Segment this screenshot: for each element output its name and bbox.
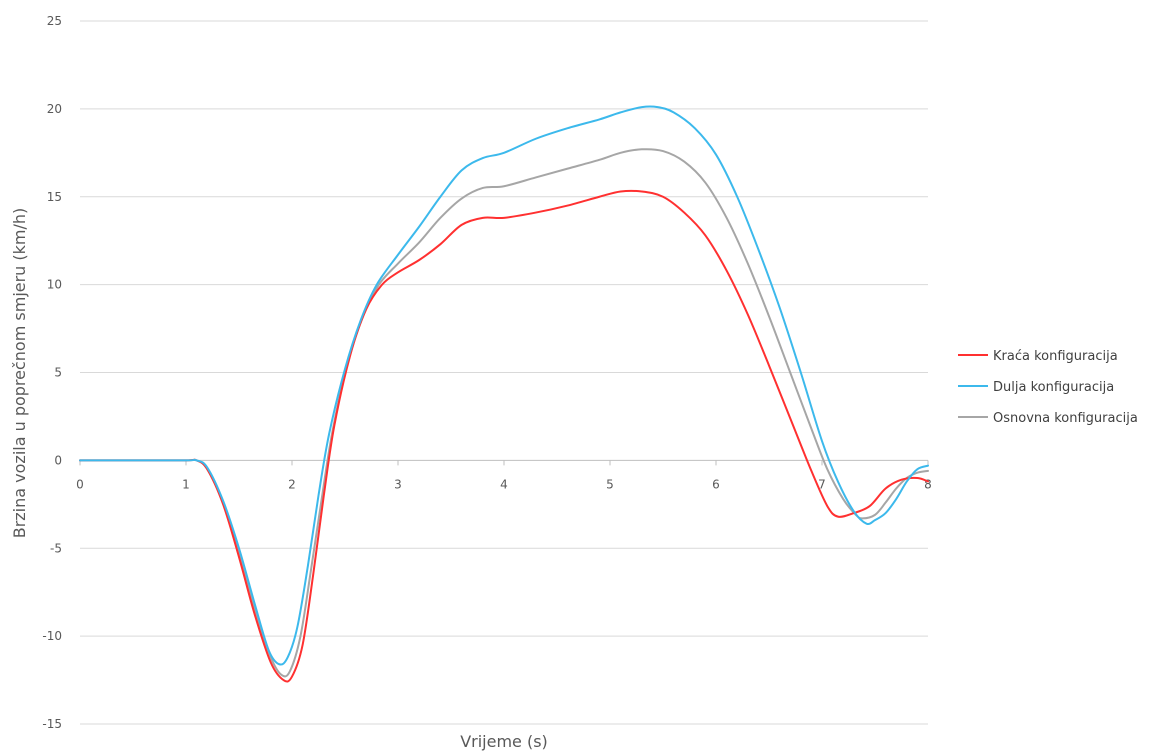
x-tick-label: 0 (76, 477, 84, 491)
series-line-2 (79, 105, 929, 666)
y-tick-label: 10 (47, 278, 62, 292)
legend: Kraća konfiguracija Dulja konfiguracija Os… (958, 349, 1138, 426)
y-tick-label: -5 (50, 541, 62, 555)
series-line-3 (79, 148, 929, 678)
x-axis-title: Vrijeme (s) (460, 732, 548, 751)
gridlines (80, 20, 928, 725)
x-tick-label: 5 (606, 477, 614, 491)
x-tick-label: 7 (818, 477, 826, 491)
x-tick-label: 6 (712, 477, 720, 491)
y-tick-label: -15 (42, 717, 62, 731)
legend-label: Osnovna konfiguracija (993, 411, 1138, 426)
x-tick-label: 2 (288, 477, 296, 491)
legend-label: Dulja konfiguracija (993, 380, 1114, 395)
x-tick-label: 3 (394, 477, 402, 491)
y-tick-label: 25 (47, 14, 62, 28)
series-line-1 (79, 189, 929, 683)
y-tick-label: 20 (47, 102, 62, 116)
series-lines (79, 105, 929, 683)
legend-label: Kraća konfiguracija (993, 349, 1118, 364)
x-tick-label: 1 (182, 477, 190, 491)
y-tick-label: 15 (47, 190, 62, 204)
x-axis-ticks: 0 1 2 3 4 5 6 7 8 (76, 477, 932, 491)
y-tick-label: 0 (54, 453, 62, 467)
x-tick-label: 8 (924, 477, 932, 491)
x-tick-label: 4 (500, 477, 508, 491)
y-axis-ticks: -15 -10 -5 0 5 10 15 20 25 (42, 14, 62, 731)
y-tick-label: -10 (42, 629, 62, 643)
y-tick-label: 5 (54, 366, 62, 380)
x-axis (79, 459, 929, 466)
y-axis-title: Brzina vozila u poprečnom smjeru (km/h) (10, 208, 29, 539)
